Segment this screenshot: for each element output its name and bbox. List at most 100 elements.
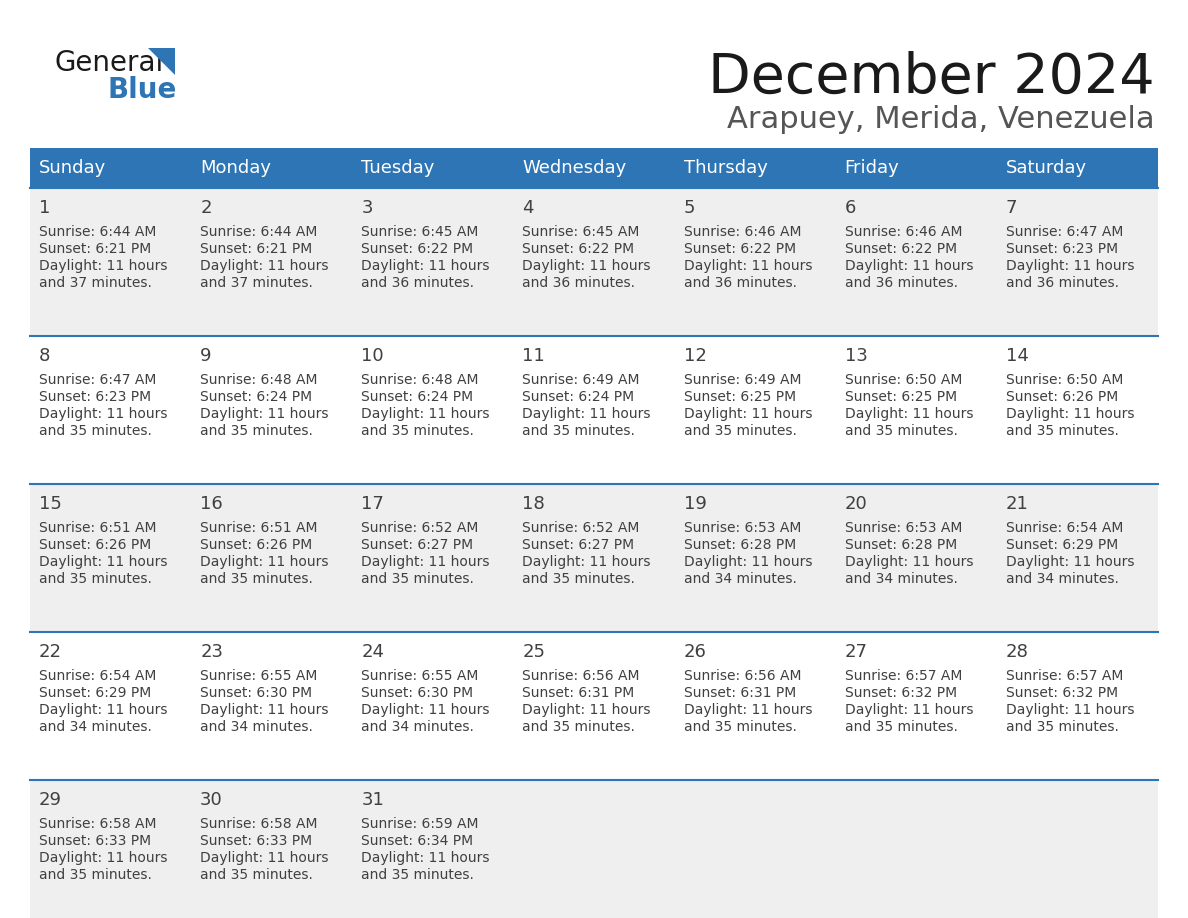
Text: Daylight: 11 hours: Daylight: 11 hours <box>845 259 973 273</box>
Text: Monday: Monday <box>200 159 271 177</box>
Text: Daylight: 11 hours: Daylight: 11 hours <box>200 259 329 273</box>
Text: and 34 minutes.: and 34 minutes. <box>683 572 796 586</box>
Text: and 36 minutes.: and 36 minutes. <box>1006 276 1119 290</box>
Text: Daylight: 11 hours: Daylight: 11 hours <box>1006 259 1135 273</box>
Text: 23: 23 <box>200 643 223 661</box>
Text: Daylight: 11 hours: Daylight: 11 hours <box>845 703 973 717</box>
Text: Sunrise: 6:56 AM: Sunrise: 6:56 AM <box>683 669 801 683</box>
Text: and 35 minutes.: and 35 minutes. <box>39 572 152 586</box>
Text: Sunset: 6:24 PM: Sunset: 6:24 PM <box>200 390 312 404</box>
Text: Daylight: 11 hours: Daylight: 11 hours <box>523 555 651 569</box>
Text: Daylight: 11 hours: Daylight: 11 hours <box>200 703 329 717</box>
Text: Sunset: 6:28 PM: Sunset: 6:28 PM <box>683 538 796 552</box>
Text: General: General <box>55 49 164 77</box>
Text: Daylight: 11 hours: Daylight: 11 hours <box>523 407 651 421</box>
Text: Daylight: 11 hours: Daylight: 11 hours <box>39 259 168 273</box>
Bar <box>353 148 513 188</box>
Text: Sunrise: 6:45 AM: Sunrise: 6:45 AM <box>361 225 479 239</box>
Bar <box>30 188 1158 336</box>
Text: Daylight: 11 hours: Daylight: 11 hours <box>683 259 813 273</box>
Text: Sunset: 6:28 PM: Sunset: 6:28 PM <box>845 538 958 552</box>
Text: Daylight: 11 hours: Daylight: 11 hours <box>523 259 651 273</box>
Text: Sunrise: 6:58 AM: Sunrise: 6:58 AM <box>200 817 317 831</box>
Text: 11: 11 <box>523 347 545 365</box>
Text: and 36 minutes.: and 36 minutes. <box>845 276 958 290</box>
Text: Sunrise: 6:53 AM: Sunrise: 6:53 AM <box>845 521 962 535</box>
Text: Sunrise: 6:50 AM: Sunrise: 6:50 AM <box>1006 373 1123 387</box>
Text: Sunrise: 6:54 AM: Sunrise: 6:54 AM <box>39 669 157 683</box>
Text: 13: 13 <box>845 347 867 365</box>
Text: Sunset: 6:22 PM: Sunset: 6:22 PM <box>523 242 634 256</box>
Text: Sunrise: 6:44 AM: Sunrise: 6:44 AM <box>200 225 317 239</box>
Text: Daylight: 11 hours: Daylight: 11 hours <box>361 703 489 717</box>
Text: 22: 22 <box>39 643 62 661</box>
Text: and 34 minutes.: and 34 minutes. <box>361 720 474 734</box>
Text: and 35 minutes.: and 35 minutes. <box>361 424 474 438</box>
Text: and 37 minutes.: and 37 minutes. <box>200 276 312 290</box>
Text: Sunset: 6:21 PM: Sunset: 6:21 PM <box>39 242 151 256</box>
Bar <box>30 148 191 188</box>
Text: and 35 minutes.: and 35 minutes. <box>361 868 474 882</box>
Text: Daylight: 11 hours: Daylight: 11 hours <box>39 703 168 717</box>
Text: Sunrise: 6:58 AM: Sunrise: 6:58 AM <box>39 817 157 831</box>
Text: 5: 5 <box>683 199 695 217</box>
Text: 3: 3 <box>361 199 373 217</box>
Text: December 2024: December 2024 <box>708 51 1155 105</box>
Text: Sunrise: 6:46 AM: Sunrise: 6:46 AM <box>683 225 801 239</box>
Text: Daylight: 11 hours: Daylight: 11 hours <box>361 407 489 421</box>
Text: Daylight: 11 hours: Daylight: 11 hours <box>1006 703 1135 717</box>
Text: 18: 18 <box>523 495 545 513</box>
Polygon shape <box>148 48 175 75</box>
Bar <box>191 148 353 188</box>
Text: Sunset: 6:29 PM: Sunset: 6:29 PM <box>1006 538 1118 552</box>
Text: and 36 minutes.: and 36 minutes. <box>523 276 636 290</box>
Text: 6: 6 <box>845 199 857 217</box>
Text: Sunset: 6:33 PM: Sunset: 6:33 PM <box>200 834 312 848</box>
Text: and 35 minutes.: and 35 minutes. <box>683 720 796 734</box>
Text: 9: 9 <box>200 347 211 365</box>
Text: and 35 minutes.: and 35 minutes. <box>361 572 474 586</box>
Text: Sunrise: 6:47 AM: Sunrise: 6:47 AM <box>1006 225 1123 239</box>
Text: Sunrise: 6:57 AM: Sunrise: 6:57 AM <box>845 669 962 683</box>
Text: Daylight: 11 hours: Daylight: 11 hours <box>683 555 813 569</box>
Text: Sunrise: 6:51 AM: Sunrise: 6:51 AM <box>200 521 317 535</box>
Text: and 35 minutes.: and 35 minutes. <box>1006 424 1119 438</box>
Text: Daylight: 11 hours: Daylight: 11 hours <box>39 407 168 421</box>
Text: Sunset: 6:30 PM: Sunset: 6:30 PM <box>200 686 312 700</box>
Text: Sunrise: 6:54 AM: Sunrise: 6:54 AM <box>1006 521 1123 535</box>
Text: Sunrise: 6:52 AM: Sunrise: 6:52 AM <box>523 521 640 535</box>
Bar <box>513 148 675 188</box>
Text: Sunrise: 6:47 AM: Sunrise: 6:47 AM <box>39 373 157 387</box>
Text: 10: 10 <box>361 347 384 365</box>
Text: Sunset: 6:24 PM: Sunset: 6:24 PM <box>361 390 473 404</box>
Text: Sunrise: 6:44 AM: Sunrise: 6:44 AM <box>39 225 157 239</box>
Text: 29: 29 <box>39 791 62 809</box>
Text: 7: 7 <box>1006 199 1017 217</box>
Text: Sunset: 6:26 PM: Sunset: 6:26 PM <box>200 538 312 552</box>
Text: Daylight: 11 hours: Daylight: 11 hours <box>361 851 489 865</box>
Bar <box>997 148 1158 188</box>
Text: and 35 minutes.: and 35 minutes. <box>200 424 312 438</box>
Text: Sunrise: 6:57 AM: Sunrise: 6:57 AM <box>1006 669 1123 683</box>
Text: Sunset: 6:29 PM: Sunset: 6:29 PM <box>39 686 151 700</box>
Text: Saturday: Saturday <box>1006 159 1087 177</box>
Bar <box>30 780 1158 918</box>
Text: and 34 minutes.: and 34 minutes. <box>39 720 152 734</box>
Text: 17: 17 <box>361 495 384 513</box>
Text: Wednesday: Wednesday <box>523 159 627 177</box>
Text: and 35 minutes.: and 35 minutes. <box>39 868 152 882</box>
Text: Sunset: 6:26 PM: Sunset: 6:26 PM <box>39 538 151 552</box>
Text: Daylight: 11 hours: Daylight: 11 hours <box>683 703 813 717</box>
Text: 26: 26 <box>683 643 707 661</box>
Text: 14: 14 <box>1006 347 1029 365</box>
Text: Daylight: 11 hours: Daylight: 11 hours <box>39 851 168 865</box>
Text: Sunrise: 6:45 AM: Sunrise: 6:45 AM <box>523 225 640 239</box>
Text: Daylight: 11 hours: Daylight: 11 hours <box>1006 555 1135 569</box>
Text: Tuesday: Tuesday <box>361 159 435 177</box>
Text: and 35 minutes.: and 35 minutes. <box>200 868 312 882</box>
Text: 30: 30 <box>200 791 223 809</box>
Text: Daylight: 11 hours: Daylight: 11 hours <box>523 703 651 717</box>
Text: 20: 20 <box>845 495 867 513</box>
Text: Sunset: 6:25 PM: Sunset: 6:25 PM <box>845 390 956 404</box>
Text: 8: 8 <box>39 347 50 365</box>
